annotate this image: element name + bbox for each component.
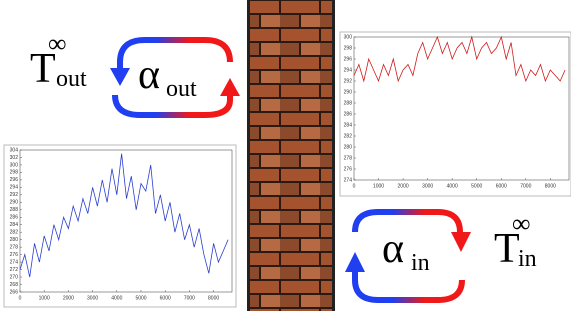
x-tick-label: 5000	[471, 183, 482, 189]
x-tick-label: 1000	[39, 295, 50, 301]
y-tick-label: 288	[344, 100, 353, 106]
x-tick-label: 2000	[398, 183, 409, 189]
x-tick-label: 2000	[63, 295, 74, 301]
subscript: in	[518, 246, 537, 272]
x-tick-label: 5000	[135, 295, 146, 301]
y-tick-label: 272	[10, 267, 19, 273]
x-tick-label: 4000	[111, 295, 122, 301]
y-tick-label: 302	[10, 155, 19, 161]
x-tick-label: 7000	[520, 183, 531, 189]
y-tick-label: 296	[10, 177, 19, 183]
x-tick-label: 8000	[208, 295, 219, 301]
y-tick-label: 276	[10, 252, 19, 258]
y-tick-label: 282	[10, 230, 19, 236]
y-tick-label: 288	[10, 207, 19, 213]
y-tick-label: 300	[344, 34, 353, 40]
x-tick-label: 8000	[545, 183, 556, 189]
wall-edge	[247, 0, 250, 311]
y-tick-label: 292	[344, 78, 353, 84]
y-tick-label: 296	[344, 56, 353, 62]
x-tick-label: 6000	[496, 183, 507, 189]
y-tick-label: 274	[344, 177, 353, 183]
y-tick-label: 270	[10, 274, 19, 280]
y-tick-label: 280	[344, 144, 353, 150]
y-tick-label: 286	[10, 215, 19, 221]
y-tick-label: 280	[10, 237, 19, 243]
y-tick-label: 298	[344, 45, 353, 51]
y-tick-label: 282	[344, 133, 353, 139]
x-tick-label: 3000	[422, 183, 433, 189]
y-tick-label: 294	[344, 67, 353, 73]
superscript: ∞	[512, 209, 531, 238]
x-tick-label: 1000	[373, 183, 384, 189]
y-tick-label: 292	[10, 192, 19, 198]
y-tick-label: 278	[10, 244, 19, 250]
y-tick-label: 286	[344, 111, 353, 117]
y-tick-label: 278	[344, 155, 353, 161]
x-tick-label: 7000	[184, 295, 195, 301]
chart-panel	[340, 32, 571, 196]
x-tick-label: 6000	[160, 295, 171, 301]
x-tick-label: 0	[19, 295, 22, 301]
y-tick-label: 284	[10, 222, 19, 228]
y-tick-label: 266	[10, 289, 19, 295]
superscript: ∞	[48, 29, 67, 58]
y-tick-label: 298	[10, 170, 19, 176]
diagram: T ∞ out α out α in T ∞ in 26626827027227…	[0, 0, 571, 311]
subscript: out	[56, 66, 87, 92]
x-tick-label: 3000	[87, 295, 98, 301]
y-tick-label: 294	[10, 185, 19, 191]
y-tick-label: 300	[10, 162, 19, 168]
alpha-symbol: α	[382, 226, 404, 272]
subscript: out	[166, 76, 197, 102]
y-tick-label: 268	[10, 282, 19, 288]
x-tick-label: 0	[353, 183, 356, 189]
y-tick-label: 304	[10, 147, 19, 153]
wall-edge	[332, 0, 335, 311]
y-tick-label: 274	[10, 259, 19, 265]
y-tick-label: 276	[344, 166, 353, 172]
alpha-symbol: α	[138, 52, 160, 98]
y-tick-label: 290	[10, 200, 19, 206]
x-tick-label: 4000	[447, 183, 458, 189]
subscript: in	[411, 250, 430, 276]
brick-wall	[247, 0, 335, 311]
y-tick-label: 290	[344, 89, 353, 95]
y-tick-label: 284	[344, 122, 353, 128]
